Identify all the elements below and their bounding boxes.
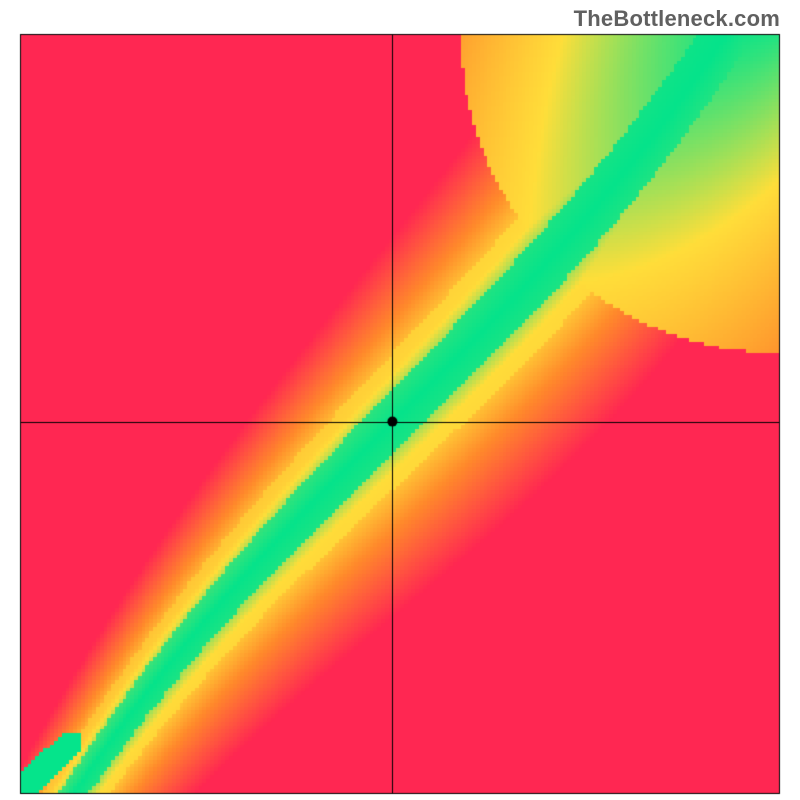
bottleneck-heatmap xyxy=(0,0,800,800)
